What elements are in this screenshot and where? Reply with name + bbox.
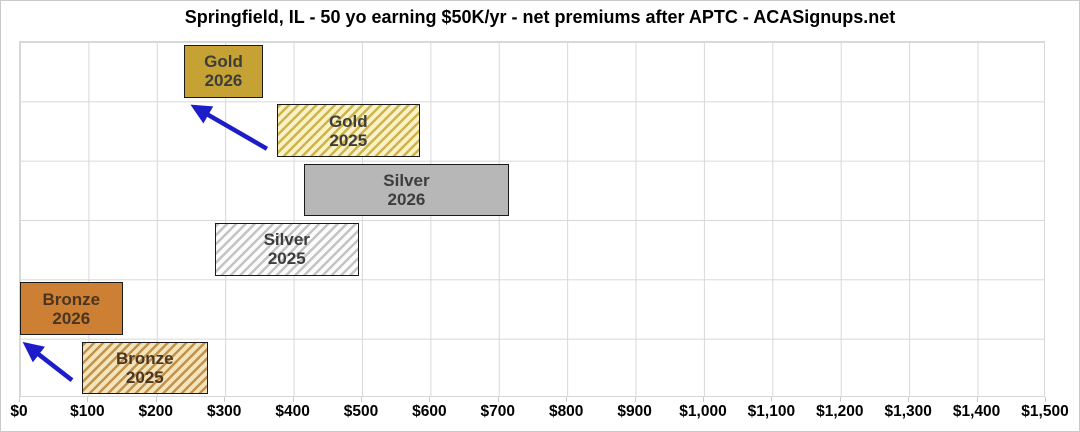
- bar-gold-2026: Gold 2026: [184, 45, 263, 98]
- bar-label-line1: Silver: [263, 230, 310, 250]
- x-tick-mark: [908, 397, 910, 402]
- x-tick-mark: [497, 397, 499, 402]
- bar-label-line2: 2025: [329, 130, 368, 150]
- bar-label-line2: 2026: [387, 190, 426, 210]
- x-tick-mark: [771, 397, 773, 402]
- bar-bronze-2025: Bronze 2025: [81, 341, 209, 395]
- x-tick-label: $1,300: [884, 403, 932, 420]
- bar-label-line2: 2025: [125, 368, 164, 388]
- x-tick-mark: [976, 397, 978, 402]
- x-tick-label: $100: [70, 403, 105, 420]
- bar-label-line2: 2026: [52, 308, 91, 328]
- x-tick-label: $1,200: [816, 403, 864, 420]
- x-tick-mark: [703, 397, 704, 402]
- x-tick-mark: [224, 397, 226, 402]
- x-tick-mark: [429, 397, 431, 402]
- bar-label-line1: Gold: [328, 111, 368, 131]
- bar-label-line1: Bronze: [42, 289, 101, 309]
- x-tick-label: $600: [412, 403, 447, 420]
- x-tick-label: $500: [343, 403, 379, 420]
- x-tick-label: $1,500: [1021, 403, 1069, 420]
- x-tick-label: $1,400: [952, 403, 1001, 420]
- x-tick-label: $200: [138, 403, 174, 420]
- x-tick-label: $800: [548, 403, 584, 420]
- x-tick-mark: [566, 397, 568, 402]
- bar-label-line1: Silver: [383, 171, 430, 191]
- bar-label-line2: 2025: [267, 249, 306, 269]
- x-tick-mark: [87, 397, 89, 402]
- bar-label-line1: Gold: [204, 52, 243, 72]
- bar-label-line2: 2026: [204, 71, 243, 91]
- x-tick-label: $1,000: [679, 403, 727, 420]
- x-tick-label: $0: [10, 403, 28, 420]
- chart-title: Springfield, IL - 50 yo earning $50K/yr …: [184, 7, 896, 27]
- x-tick-mark: [292, 397, 294, 402]
- x-tick-label: $700: [480, 403, 516, 420]
- x-tick-mark: [361, 397, 362, 402]
- x-tick-mark: [634, 397, 636, 402]
- x-tick-label: $900: [617, 403, 652, 420]
- x-tick-mark: [1045, 397, 1046, 402]
- trend-arrows: [22, 104, 269, 382]
- x-tick-label: $1,100: [747, 403, 796, 420]
- plot-area: Gold 2026 Gold 2025 Silver 2026 Silver 2025 Bron…: [19, 41, 1045, 397]
- bar-label-line1: Bronze: [116, 349, 174, 369]
- bar-silver-2026: Silver 2026: [303, 163, 510, 217]
- gold-2025-to-2026-arrow: [190, 104, 269, 151]
- x-tick-mark: [839, 397, 841, 402]
- x-tick-mark: [155, 397, 157, 402]
- x-tick-mark: [19, 397, 20, 402]
- x-tick-label: $300: [206, 403, 242, 420]
- bar-bronze-2026: Bronze 2026: [20, 282, 123, 336]
- bar-gold-2025: Gold 2025: [276, 104, 421, 158]
- bronze-2025-to-2026-arrow: [22, 341, 74, 382]
- bar-silver-2025: Silver 2025: [214, 223, 359, 276]
- x-tick-label: $400: [275, 403, 310, 420]
